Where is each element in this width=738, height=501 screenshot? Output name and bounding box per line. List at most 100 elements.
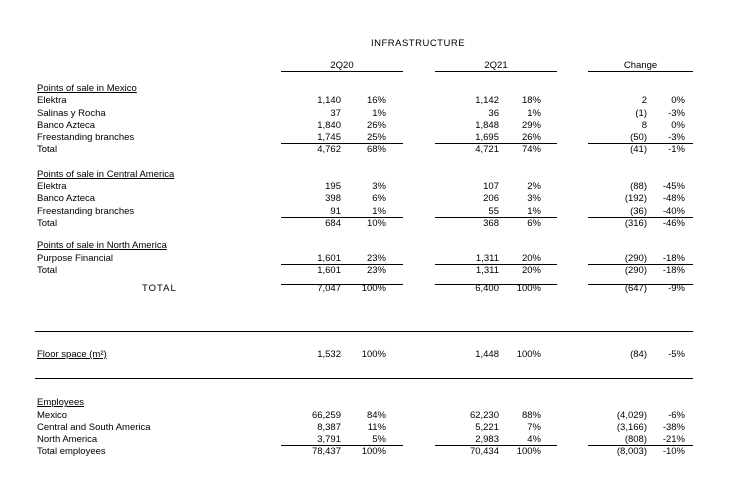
cell-gap	[557, 350, 588, 360]
row-label: Purpose Financial	[37, 253, 114, 264]
section-header-row: Points of sale in North America	[0, 241, 738, 253]
row-label: Total	[37, 218, 58, 229]
cell-value	[435, 296, 501, 331]
cell-gap	[403, 241, 435, 251]
cell-percent: -45%	[662, 182, 685, 193]
table-row: Salinas y Rocha 37 1% 36 1% (1) -3%	[0, 109, 738, 121]
cell-percent: 18%	[521, 96, 541, 107]
cell-value: (4,029)	[616, 410, 647, 421]
cell-percent	[649, 231, 693, 241]
cell-gap	[403, 266, 435, 276]
cell-value: 62,230	[469, 410, 499, 421]
cell-value	[588, 362, 649, 378]
cell-value: 70,434	[469, 447, 499, 458]
cell-value: 8	[641, 120, 647, 131]
cell-value: 107	[483, 182, 499, 193]
cell-gap	[557, 170, 588, 180]
cell-gap	[557, 182, 588, 192]
cell-gap	[557, 284, 588, 294]
cell-percent	[501, 231, 557, 241]
row-label: Employees	[37, 398, 84, 409]
cell-gap	[403, 411, 435, 421]
infrastructure-table: Points of sale in Mexico Elektra 1,140 16% 1…	[0, 84, 738, 460]
cell-value	[588, 231, 649, 241]
cell-gap	[557, 332, 588, 350]
cell-value	[435, 398, 501, 408]
cell-value	[281, 241, 343, 251]
cell-value: 91	[281, 207, 343, 218]
table-row: Elektra 195 3% 107 2% (88) -45%	[0, 182, 738, 194]
cell-gap	[557, 207, 588, 217]
row-label	[0, 296, 281, 331]
cell-percent: 6%	[372, 194, 386, 205]
cell-percent: -10%	[662, 447, 685, 458]
cell-percent: 26%	[366, 120, 386, 131]
row-label: Mexico	[37, 410, 68, 421]
cell-percent	[649, 398, 693, 408]
cell-value: 8,387	[317, 422, 341, 433]
cell-gap	[403, 284, 435, 294]
cell-percent: 2%	[527, 182, 541, 193]
cell-value: 1,448	[475, 349, 499, 360]
cell-gap	[557, 423, 588, 433]
cell-percent	[501, 362, 557, 378]
cell-gap	[557, 194, 588, 204]
cell-percent: 3%	[527, 194, 541, 205]
row-label: Points of sale in Mexico	[37, 84, 137, 94]
cell-percent	[649, 332, 693, 350]
cell-percent: -18%	[662, 265, 685, 276]
cell-value: 1,695	[435, 133, 501, 145]
cell-value	[588, 84, 649, 94]
cell-value: 1,601	[317, 265, 341, 276]
cell-gap	[557, 435, 588, 445]
cell-gap	[557, 219, 588, 229]
cell-value: 78,437	[311, 447, 341, 458]
cell-percent	[501, 379, 557, 398]
cell-percent: 100%	[361, 447, 386, 458]
cell-percent: 100%	[516, 349, 541, 360]
cell-value: (808)	[588, 435, 649, 447]
cell-value	[281, 398, 343, 408]
cell-percent: -3%	[649, 133, 693, 145]
column-header-2q21: 2Q21	[435, 61, 557, 72]
cell-value: (290)	[588, 254, 649, 265]
cell-percent	[501, 241, 557, 251]
cell-value: 55	[435, 207, 501, 218]
cell-percent	[343, 296, 403, 331]
cell-value: 6,400	[475, 284, 499, 295]
row-label: Central and South America	[37, 422, 151, 433]
cell-gap	[403, 219, 435, 229]
cell-percent: 100%	[361, 284, 386, 295]
column-header-change: Change	[588, 61, 693, 72]
cell-percent	[343, 278, 403, 286]
cell-percent	[649, 296, 693, 331]
row-label: Elektra	[37, 182, 67, 193]
cell-value: 206	[483, 194, 499, 205]
cell-value: 4,721	[475, 145, 499, 156]
cell-value	[281, 84, 343, 94]
cell-percent	[343, 398, 403, 408]
cell-percent	[649, 241, 693, 251]
cell-percent: 74%	[521, 145, 541, 156]
cell-percent: 1%	[501, 207, 557, 218]
horizontal-rule	[35, 378, 693, 380]
table-row: Mexico 66,259 84% 62,230 88% (4,029) -6%	[0, 411, 738, 423]
table-row: Total 4,762 68% 4,721 74% (41) -1%	[0, 145, 738, 157]
cell-percent	[649, 158, 693, 170]
cell-percent: 4%	[501, 435, 557, 447]
cell-gap	[403, 170, 435, 180]
cell-percent: -21%	[649, 435, 693, 447]
cell-percent: 6%	[527, 218, 541, 229]
cell-percent: 88%	[521, 410, 541, 421]
cell-percent	[343, 170, 403, 180]
cell-percent: -38%	[662, 422, 685, 433]
cell-value: 1,601	[281, 254, 343, 265]
table-row: Total employees 78,437 100% 70,434 100% (8,00…	[0, 447, 738, 459]
cell-percent: 0%	[671, 96, 685, 107]
spacer-row	[0, 278, 738, 286]
table-row: Freestanding branches 1,745 25% 1,695 26% (50…	[0, 133, 738, 145]
cell-gap	[403, 379, 435, 398]
cell-gap	[403, 109, 435, 119]
cell-value	[281, 379, 343, 398]
cell-percent	[501, 278, 557, 286]
